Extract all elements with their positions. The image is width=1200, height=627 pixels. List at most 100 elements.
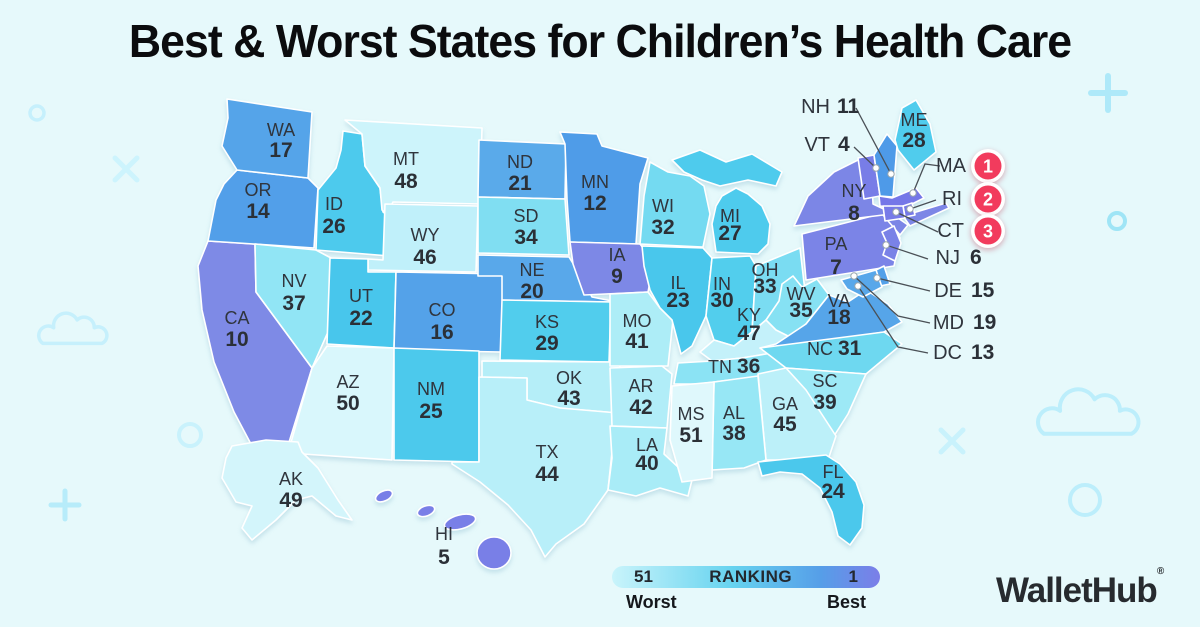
- state-wa: [221, 98, 313, 179]
- state-label-nv: NV: [281, 271, 306, 291]
- state-rank-ia: 9: [611, 265, 623, 288]
- state-hi: [443, 513, 477, 531]
- state-label-wi: WI: [652, 196, 674, 216]
- state-rank-ks: 29: [535, 332, 558, 355]
- state-label-nd: ND: [507, 152, 533, 172]
- callout-label-dc: DC: [933, 342, 962, 364]
- state-rank-al: 38: [722, 422, 746, 445]
- state-hi: [476, 536, 512, 570]
- legend-worst-value: 51: [634, 567, 653, 586]
- state-label-ak: AK: [279, 469, 303, 489]
- state-label-oh: OH: [752, 260, 779, 280]
- callout-label-nj: NJ: [936, 247, 960, 269]
- rank-badge-value-ri: 2: [983, 190, 993, 210]
- callout-rank-de: 15: [971, 279, 995, 302]
- state-label-ky: KY: [737, 305, 761, 325]
- leader-line-vt: [853, 146, 877, 169]
- state-rank-ny: 8: [848, 202, 860, 225]
- state-label-mt: MT: [393, 149, 419, 169]
- state-rank-hi: 5: [438, 546, 450, 569]
- state-mi: [711, 187, 771, 255]
- leader-dot-dc: [854, 282, 862, 290]
- plus-icon: [1088, 73, 1128, 113]
- circle-icon: [177, 422, 203, 448]
- leader-dot-ma: [909, 189, 917, 197]
- state-rank-oh: 33: [753, 275, 776, 298]
- cloud-icon: [1036, 387, 1141, 436]
- state-label-va: VA: [828, 291, 851, 311]
- state-label-ar: AR: [628, 376, 653, 396]
- leader-dot-ri: [906, 205, 914, 213]
- state-me: [894, 99, 937, 171]
- callout-rank-dc: 13: [971, 341, 994, 364]
- leader-line-ma: [912, 163, 941, 194]
- state-label-sd: SD: [513, 206, 538, 226]
- state-rank-ar: 42: [629, 396, 652, 419]
- state-rank-ca: 10: [225, 328, 248, 351]
- state-tx: [451, 376, 619, 558]
- state-label-co: CO: [429, 300, 456, 320]
- state-rank-wv: 35: [789, 299, 813, 322]
- state-rank-co: 16: [430, 321, 453, 344]
- legend-best-value: 1: [848, 567, 858, 586]
- state-la: [607, 425, 693, 497]
- state-label-me: ME: [901, 110, 928, 130]
- state-label-wy: WY: [411, 225, 440, 245]
- state-rank-nm: 25: [419, 400, 443, 423]
- state-hi: [416, 504, 436, 518]
- rank-badge-value-ma: 1: [983, 157, 993, 177]
- circle-icon: [28, 104, 46, 122]
- state-label-ny: NY: [841, 181, 866, 201]
- state-rank-nd: 21: [508, 172, 532, 195]
- state-rank-ky: 47: [737, 322, 760, 345]
- state-label-la: LA: [636, 435, 658, 455]
- plus-icon: [48, 488, 82, 522]
- state-label-al: AL: [723, 403, 745, 423]
- state-mn: [559, 131, 649, 245]
- state-label-hi: HI: [435, 524, 453, 544]
- leader-line-nh: [855, 107, 892, 175]
- state-rank-ak: 49: [279, 489, 302, 512]
- callouts: NH 11 VT 4 MA 1 RI 2 CT 3 NJ 6 DE 15 MD 19 DC 13: [801, 95, 1005, 364]
- state-label-wv: WV: [787, 284, 816, 304]
- state-label-ia: IA: [608, 245, 625, 265]
- state-ak: [221, 439, 353, 541]
- state-rank-az: 50: [336, 392, 359, 415]
- callout-rank-md: 19: [973, 311, 996, 334]
- registered-mark: ®: [1156, 566, 1165, 577]
- state-label-ne: NE: [519, 260, 544, 280]
- state-label-pa: PA: [825, 234, 848, 254]
- state-rank-ok: 43: [557, 387, 580, 410]
- state-rank-tn: 36: [737, 355, 760, 378]
- state-rank-ga: 45: [773, 413, 797, 436]
- state-rank-wa: 17: [269, 139, 292, 162]
- leader-dot-nj: [882, 241, 890, 249]
- leader-dot-md: [850, 272, 858, 280]
- leader-line-dc: [857, 285, 929, 354]
- state-rank-in: 30: [710, 289, 733, 312]
- state-rank-sd: 34: [514, 226, 538, 249]
- state-label-sc: SC: [812, 371, 837, 391]
- state-rank-ut: 22: [349, 307, 372, 330]
- state-rank-me: 28: [902, 129, 926, 152]
- leader-line-de: [876, 277, 931, 292]
- callout-label-ma: MA: [936, 155, 967, 177]
- state-rank-mn: 12: [583, 192, 606, 215]
- callout-label-ri: RI: [942, 188, 962, 210]
- leader-dot-nh: [887, 170, 895, 178]
- callout-rank-nh: 11: [837, 95, 860, 118]
- state-label-ut: UT: [349, 286, 373, 306]
- callout-label-ct: CT: [937, 220, 964, 242]
- state-az: [287, 345, 395, 461]
- state-rank-mi: 27: [718, 222, 741, 245]
- state-rank-id: 26: [322, 215, 345, 238]
- legend-title: RANKING: [709, 567, 793, 586]
- state-sd: [477, 196, 570, 256]
- cross-icon: [112, 155, 140, 183]
- state-fl: [757, 454, 865, 546]
- rank-badge-ct: 3: [971, 214, 1005, 248]
- state-label-az: AZ: [336, 372, 359, 392]
- state-ar: [609, 365, 673, 429]
